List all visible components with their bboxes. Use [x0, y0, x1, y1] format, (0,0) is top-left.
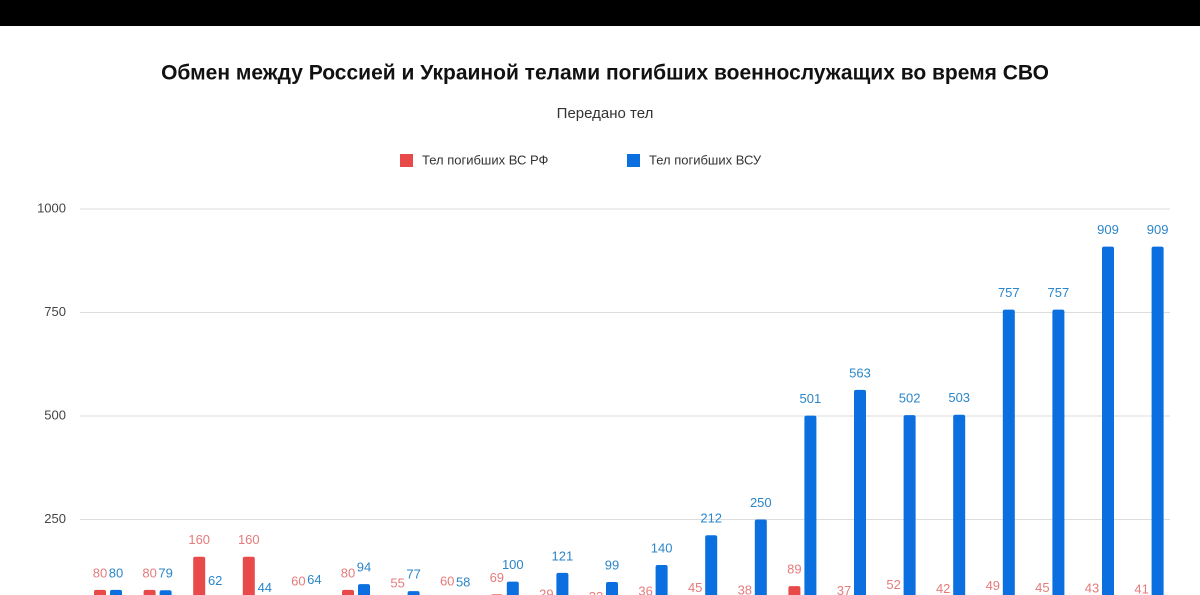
value-label: 62	[208, 573, 222, 588]
legend-swatch	[400, 154, 413, 167]
value-label: 60	[291, 574, 305, 589]
value-label: 64	[307, 572, 321, 587]
bar	[94, 589, 106, 595]
bar	[358, 584, 370, 595]
value-label: 757	[1048, 285, 1070, 300]
value-label: 80	[341, 565, 355, 580]
value-label: 36	[638, 584, 652, 595]
value-label: 42	[936, 581, 950, 595]
value-label: 121	[552, 548, 574, 563]
value-label: 29	[539, 586, 553, 595]
value-label: 69	[490, 570, 504, 585]
bar	[143, 589, 156, 595]
y-tick-label: 500	[44, 407, 66, 422]
legend-label: Тел погибших ВСУ	[649, 152, 762, 167]
value-label: 60	[440, 574, 454, 589]
value-label: 52	[886, 577, 900, 592]
bar	[953, 414, 966, 595]
value-label: 55	[390, 576, 404, 591]
top-bar	[0, 0, 1200, 26]
bar	[606, 582, 618, 595]
y-tick-label: 750	[44, 304, 66, 319]
value-label: 94	[357, 560, 371, 575]
y-tick-label: 1000	[37, 200, 66, 215]
bar	[556, 572, 569, 595]
value-label: 45	[688, 580, 702, 595]
bar	[1052, 309, 1065, 595]
value-label: 79	[158, 566, 172, 581]
bar	[754, 519, 767, 595]
value-label: 41	[1134, 581, 1148, 595]
value-label: 160	[188, 532, 210, 547]
value-label: 80	[93, 565, 107, 580]
value-label: 160	[238, 532, 260, 547]
value-label: 80	[109, 565, 123, 580]
value-label: 563	[849, 365, 871, 380]
bar	[705, 535, 718, 595]
bar	[110, 589, 122, 595]
bar	[407, 591, 420, 595]
value-label: 250	[750, 495, 772, 510]
value-label: 140	[651, 540, 673, 555]
bar	[804, 415, 817, 595]
bar	[159, 590, 172, 595]
value-label: 80	[142, 565, 156, 580]
bar	[1102, 246, 1114, 595]
value-label: 44	[258, 580, 272, 595]
value-label: 757	[998, 285, 1020, 300]
value-label: 212	[700, 511, 722, 526]
value-label: 58	[456, 574, 470, 589]
bar	[1002, 309, 1015, 595]
legend-label: Тел погибших ВС РФ	[422, 152, 548, 167]
value-label: 37	[837, 583, 851, 595]
value-label: 45	[1035, 580, 1049, 595]
value-label: 38	[738, 583, 752, 595]
chart-title: Обмен между Россией и Украиной телами по…	[161, 62, 1049, 85]
value-label: 89	[787, 562, 801, 577]
bar	[242, 556, 255, 595]
bar	[788, 586, 801, 595]
value-label: 43	[1085, 581, 1099, 595]
bar	[903, 415, 916, 595]
value-label: 49	[986, 578, 1000, 593]
value-label: 100	[502, 557, 524, 572]
bar	[193, 556, 206, 595]
value-label: 99	[605, 557, 619, 572]
value-label: 503	[948, 390, 970, 405]
value-label: 502	[899, 391, 921, 406]
legend-swatch	[627, 154, 640, 167]
bar	[655, 565, 668, 595]
bar	[342, 589, 354, 595]
bar	[854, 389, 866, 595]
value-label: 501	[800, 391, 822, 406]
value-label: 909	[1147, 222, 1169, 237]
value-label: 23	[589, 589, 603, 595]
y-tick-label: 250	[44, 511, 66, 526]
chart-subtitle: Передано тел	[557, 105, 654, 122]
bar	[1151, 246, 1164, 595]
value-label: 77	[406, 567, 420, 582]
value-label: 909	[1097, 222, 1119, 237]
bar	[506, 581, 519, 595]
